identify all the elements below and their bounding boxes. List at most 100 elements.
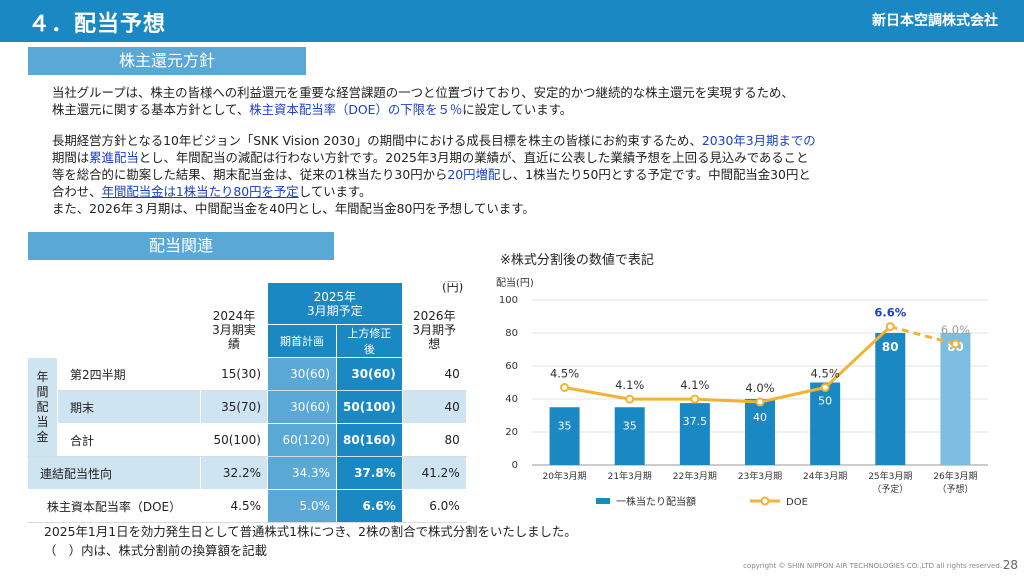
table-cell: 34.3% xyxy=(267,456,337,490)
text-span: に設定しています。 xyxy=(462,102,573,117)
header-text: 3月期実績 xyxy=(212,323,256,351)
policy-paragraph-2: 長期経営方針となる10年ビジョン「SNK Vision 2030」の期間中におけ… xyxy=(52,132,902,217)
y-tick-label: 0 xyxy=(512,460,518,471)
x-tick-label: 24年3月期 xyxy=(803,470,847,482)
legend-label-doe: DOE xyxy=(786,497,808,508)
header-2025: 2025年 3月期予定 xyxy=(267,282,403,325)
text-span: 長期経営方針となる10年ビジョン「SNK Vision 2030」の期間中におけ… xyxy=(52,133,702,148)
doe-point xyxy=(560,383,570,392)
chart-svg: 配当(円) 0 20 40 60 80 100 35 20年3月期 35 21年3月期 37.5 22年… xyxy=(496,276,988,508)
legend-label-dividend: 一株当たり配当額 xyxy=(616,495,696,508)
header-revised: 上方修正後 xyxy=(336,324,403,358)
company-name: 新日本空調株式会社 xyxy=(872,13,998,29)
doe-value-label: 4.5% xyxy=(550,367,579,381)
table-cell: 37.8% xyxy=(336,456,403,490)
table-cell: 50(100) xyxy=(200,423,268,457)
doe-point xyxy=(625,394,635,404)
bar xyxy=(614,407,645,465)
header-text: 2025年 xyxy=(313,289,357,304)
table-cell: 80(160) xyxy=(336,423,403,457)
doe-line-segment xyxy=(824,325,892,389)
header-bar xyxy=(0,0,1024,42)
table-cell: 41.2% xyxy=(401,456,467,490)
doe-point xyxy=(950,339,960,349)
table-cell: 40 xyxy=(401,357,467,391)
bar-value-label: 80 xyxy=(882,340,899,354)
text-span: また、2026年３月期は、中間配当金を40円とし、年間配当金80円を予想していま… xyxy=(52,201,535,216)
doe-line-segment xyxy=(694,397,761,404)
table-row-label: 第2四半期 xyxy=(57,357,201,391)
page-title: ４．配当予想 xyxy=(28,12,167,37)
table-cell: 40 xyxy=(401,390,467,424)
vert-char: 年 xyxy=(36,369,49,384)
header-text: 3月期予定 xyxy=(307,303,363,318)
bar xyxy=(549,407,580,465)
section-heading-policy: 株主還元方針 xyxy=(28,47,306,75)
table-cell: 80 xyxy=(401,423,467,457)
table-cell: 30(60) xyxy=(336,357,403,391)
y-tick-label: 80 xyxy=(505,328,518,339)
dividend-chart: 配当(円) 0 20 40 60 80 100 35 20年3月期 35 21年3月期 37.5 22年… xyxy=(488,272,1000,512)
bar xyxy=(875,333,906,465)
text-span: 合わせ、 xyxy=(52,184,102,199)
table-row-label: 合計 xyxy=(57,423,201,457)
doe-line-segment xyxy=(759,386,826,404)
table-cell: 35(70) xyxy=(200,390,268,424)
dividend-table: 2024年 3月期実績 2025年 3月期予定 2026年 3月期予想 期首計画 上方… xyxy=(27,282,467,523)
doe-point xyxy=(885,322,895,332)
x-tick-sublabel: （予想） xyxy=(937,483,973,495)
table-cell: 5.0% xyxy=(267,489,337,523)
table-cell: 30(60) xyxy=(267,390,337,424)
header-2026: 2026年 3月期予想 xyxy=(401,282,467,358)
text-span: 当社グループは、株主の皆様への利益還元を重要な経営課題の一つと位置づけており、安… xyxy=(52,85,794,100)
text-span: 等を総合的に勘案した結果、期末配当金は、従来の1株当たり30円から xyxy=(52,167,448,182)
doe-point xyxy=(690,394,700,404)
header-2024: 2024年 3月期実績 xyxy=(200,282,268,358)
table-cell: 4.5% xyxy=(200,489,268,523)
text-span: しています。 xyxy=(298,184,372,199)
highlight-doe: 株主資本配当率（DOE）の下限を５％ xyxy=(249,102,463,117)
bar xyxy=(810,382,841,465)
x-tick-sublabel: （予定） xyxy=(872,483,908,495)
x-tick-label: 20年3月期 xyxy=(542,470,586,482)
bar xyxy=(679,403,710,465)
bar-value-label: 35 xyxy=(623,419,637,432)
table-row-label: 連結配当性向 xyxy=(27,456,201,490)
doe-value-label: 4.1% xyxy=(615,378,644,392)
table-cell: 6.0% xyxy=(401,489,467,523)
doe-value-label: 6.0% xyxy=(941,323,970,337)
bar-value-label: 35 xyxy=(558,419,572,432)
bar-value-label: 50 xyxy=(818,395,832,408)
highlight-progressive: 累進配当 xyxy=(89,150,139,165)
table-cell: 30(60) xyxy=(267,357,337,391)
page-number: 28 xyxy=(1002,558,1018,572)
footnote-split: 2025年1月1日を効力発生日として普通株式1株につき、2株の割合で株式分割をい… xyxy=(44,524,577,539)
header-text: 3月期予想 xyxy=(412,323,457,351)
y-tick-label: 60 xyxy=(505,361,518,372)
doe-point xyxy=(755,397,765,407)
doe-line-segment xyxy=(564,386,630,401)
text-span: とし、年間配当の減配は行わない方針です。2025年3月期の業績が、直近に公表した… xyxy=(138,150,809,165)
header-plan: 期首計画 xyxy=(267,324,337,358)
vert-char: 間 xyxy=(36,384,49,399)
x-tick-label: 21年3月期 xyxy=(608,470,652,482)
highlight-annual-80: 年間配当金は1株当たり80円を予定 xyxy=(101,184,299,199)
x-tick-label: 26年3月期 xyxy=(933,470,977,482)
legend-swatch-dividend xyxy=(596,498,610,504)
bar-value-label: 40 xyxy=(753,411,767,424)
doe-value-label: 6.6% xyxy=(874,306,906,320)
chart-note: ※株式分割後の数値で表記 xyxy=(500,253,654,268)
copyright: copyright © SHIN NIPPON AIR TECHNOLOGIES… xyxy=(743,562,1002,570)
doe-value-label: 4.5% xyxy=(811,367,840,381)
highlight-increase: 20円増配 xyxy=(447,167,501,182)
y-tick-label: 20 xyxy=(505,427,518,438)
table-cell: 32.2% xyxy=(200,456,268,490)
legend-marker-doe xyxy=(760,496,770,506)
doe-point xyxy=(820,383,830,392)
y-tick-label: 100 xyxy=(499,295,518,306)
x-tick-label: 25年3月期 xyxy=(868,470,912,482)
x-tick-label: 22年3月期 xyxy=(673,470,717,482)
header-text: 2024年 xyxy=(212,309,256,323)
table-corner xyxy=(27,282,201,358)
footnote-paren: （ ）内は、株式分割前の換算額を記載 xyxy=(44,543,268,558)
